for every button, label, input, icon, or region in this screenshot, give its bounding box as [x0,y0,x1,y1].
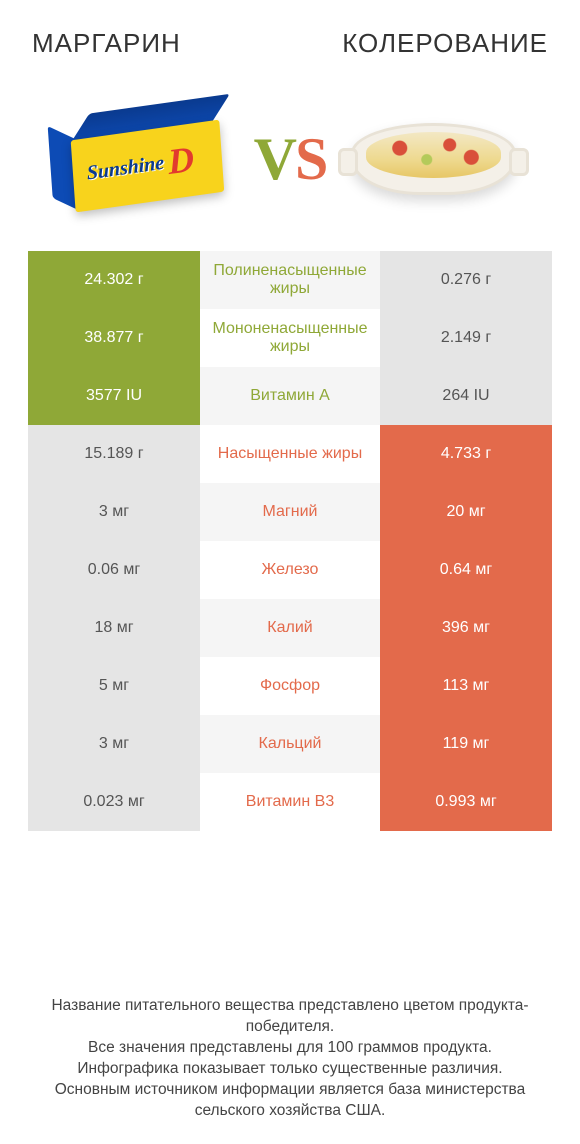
cell-nutrient: Фосфор [200,657,380,715]
cell-right: 0.276 г [380,251,552,309]
cell-nutrient: Магний [200,483,380,541]
table-row: 24.302 гПолиненасыщенные жиры0.276 г [28,251,552,309]
margarine-box-icon: Sunshine D [69,101,224,217]
margarine-d: D [166,137,195,183]
cell-right: 113 мг [380,657,552,715]
cell-left: 3577 IU [28,367,200,425]
title-right: КОЛЕРОВАНИЕ [342,28,548,59]
cell-nutrient: Кальций [200,715,380,773]
vs-s: S [295,126,326,192]
title-left: МАРГАРИН [32,28,181,59]
footnote: Название питательного вещества представл… [28,996,552,1122]
table-row: 3577 IUВитамин A264 IU [28,367,552,425]
cell-right: 264 IU [380,367,552,425]
cell-right: 4.733 г [380,425,552,483]
footnote-line: Все значения представлены для 100 граммо… [88,1039,492,1056]
cell-left: 24.302 г [28,251,200,309]
cell-nutrient: Насыщенные жиры [200,425,380,483]
table-row: 3 мгКальций119 мг [28,715,552,773]
vs-label: VS [254,125,327,194]
table-row: 0.06 мгЖелезо0.64 мг [28,541,552,599]
nutrition-table: 24.302 гПолиненасыщенные жиры0.276 г38.8… [28,251,552,831]
cell-nutrient: Витамин B3 [200,773,380,831]
cell-nutrient: Калий [200,599,380,657]
cell-left: 15.189 г [28,425,200,483]
cell-right: 0.993 мг [380,773,552,831]
casserole-dish-icon [351,123,516,195]
cell-left: 3 мг [28,715,200,773]
cell-left: 3 мг [28,483,200,541]
cell-nutrient: Мононенасыщенные жиры [200,309,380,367]
cell-nutrient: Железо [200,541,380,599]
cell-left: 0.023 мг [28,773,200,831]
cell-left: 0.06 мг [28,541,200,599]
cell-right: 0.64 мг [380,541,552,599]
cell-left: 5 мг [28,657,200,715]
cell-right: 2.149 г [380,309,552,367]
table-row: 18 мгКалий396 мг [28,599,552,657]
vs-v: V [254,126,295,192]
table-row: 38.877 гМононенасыщенные жиры2.149 г [28,309,552,367]
table-row: 5 мгФосфор113 мг [28,657,552,715]
footnote-line: Основным источником информации является … [55,1081,526,1119]
cell-left: 18 мг [28,599,200,657]
cell-right: 396 мг [380,599,552,657]
product-right-image [348,99,518,219]
cell-right: 20 мг [380,483,552,541]
table-row: 15.189 гНасыщенные жиры4.733 г [28,425,552,483]
cell-right: 119 мг [380,715,552,773]
cell-nutrient: Полиненасыщенные жиры [200,251,380,309]
header: МАРГАРИН КОЛЕРОВАНИЕ [0,0,580,69]
cell-left: 38.877 г [28,309,200,367]
hero: Sunshine D VS [0,69,580,249]
table-row: 0.023 мгВитамин B30.993 мг [28,773,552,831]
table-row: 3 мгМагний20 мг [28,483,552,541]
footnote-line: Инфографика показывает только существенн… [77,1060,502,1077]
cell-nutrient: Витамин A [200,367,380,425]
footnote-line: Название питательного вещества представл… [51,997,528,1035]
product-left-image: Sunshine D [62,99,232,219]
